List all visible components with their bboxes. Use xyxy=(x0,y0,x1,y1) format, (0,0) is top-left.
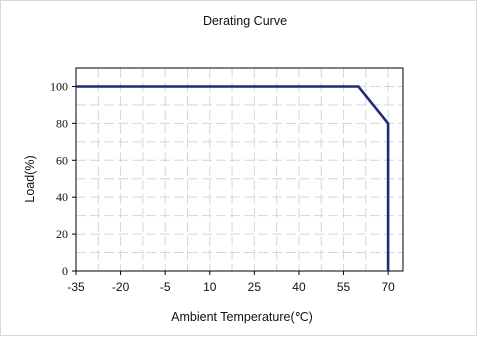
y-tick-label: 100 xyxy=(50,79,68,93)
y-axis-label: Load(%) xyxy=(23,155,37,202)
x-tick-label: 25 xyxy=(248,280,262,294)
x-tick-label: -5 xyxy=(160,280,171,294)
y-tick-label: 0 xyxy=(62,264,68,278)
plot-area-frame xyxy=(75,67,404,272)
chart-title: Derating Curve xyxy=(203,14,287,28)
x-tick-label: 10 xyxy=(203,280,217,294)
axis-ticks: -35 -20 -5 10 25 40 55 70 0 20 40 60 80 100 xyxy=(50,79,395,294)
y-tick-label: 80 xyxy=(56,116,68,130)
x-tick-label: 70 xyxy=(381,280,395,294)
y-tick-label: 40 xyxy=(56,190,68,204)
grid-layer xyxy=(76,68,403,271)
x-axis-label: Ambient Temperature(℃) xyxy=(171,310,313,324)
x-tick-label: -20 xyxy=(112,280,130,294)
y-tick-label: 60 xyxy=(56,153,68,167)
x-tick-label: 55 xyxy=(337,280,351,294)
x-tick-label: -35 xyxy=(67,280,85,294)
x-tick-label: 40 xyxy=(292,280,306,294)
series-layer xyxy=(76,85,390,271)
derating-curve-line xyxy=(76,85,390,271)
y-tick-label: 20 xyxy=(56,227,68,241)
